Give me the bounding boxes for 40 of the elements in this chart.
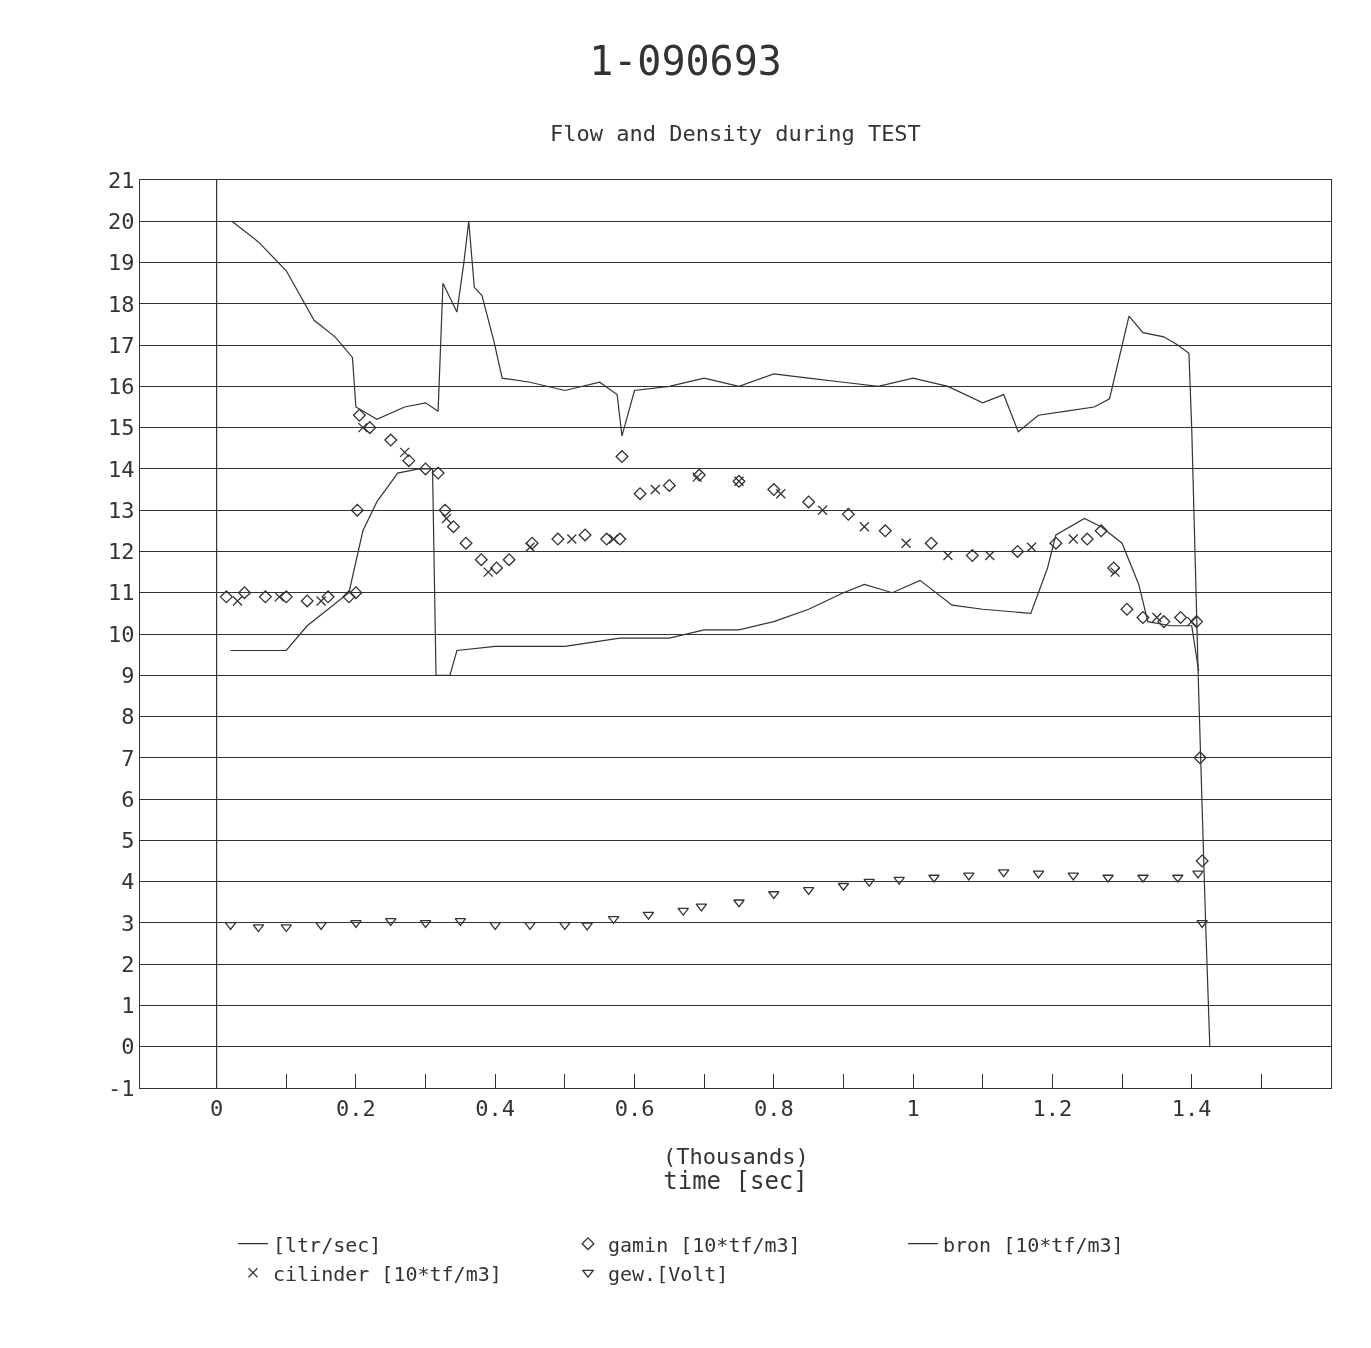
x-tick-label: 1.4 (1171, 1095, 1212, 1121)
y-tick-label: 11 (108, 580, 135, 606)
y-tick-label: 3 (121, 910, 135, 936)
y-tick-label: 6 (121, 786, 135, 812)
y-tick-label: 1 (121, 993, 135, 1019)
y-tick-label: -1 (108, 1075, 135, 1101)
legend-label: gamin [10*tf/m3] (608, 1232, 801, 1257)
chart-title: 1-090693 (589, 38, 782, 85)
x-tick-label: 0 (209, 1095, 224, 1121)
y-tick-label: 20 (108, 208, 135, 234)
y-tick-label: 17 (108, 332, 135, 358)
y-tick-label: 9 (121, 662, 135, 688)
y-tick-label: 19 (108, 250, 135, 276)
y-tick-label: 8 (121, 704, 135, 730)
x-tick-label: 1.2 (1032, 1095, 1073, 1121)
y-tick-label: 16 (108, 374, 135, 400)
text: (Thousands) (663, 1144, 809, 1169)
x-axis-title: time [sec] (663, 1166, 808, 1195)
y-tick-label: 4 (121, 869, 135, 895)
legend-label: [ltr/sec] (273, 1232, 382, 1257)
y-tick-label: 21 (108, 167, 135, 193)
x-tick-label: 0.6 (614, 1095, 655, 1121)
chart-subtitle: Flow and Density during TEST (550, 121, 921, 146)
y-tick-label: 12 (108, 539, 135, 565)
y-tick-label: 13 (108, 497, 135, 523)
y-tick-label: 14 (108, 456, 135, 482)
y-tick-label: 5 (121, 828, 135, 854)
legend-label: bron [10*tf/m3] (943, 1232, 1124, 1257)
x-tick-label: 1 (906, 1095, 920, 1121)
legend-label: gew.[Volt] (608, 1261, 729, 1286)
y-tick-label: 2 (121, 951, 135, 977)
y-tick-label: 0 (121, 1034, 135, 1060)
x-tick-label: 0.2 (336, 1095, 376, 1121)
y-tick-label: 7 (121, 745, 135, 771)
y-tick-label: 15 (108, 415, 135, 441)
y-tick-label: 10 (108, 621, 135, 647)
y-tick-label: 18 (108, 291, 135, 317)
x-tick-label: 0.8 (753, 1095, 794, 1121)
x-tick-label: 0.4 (475, 1095, 516, 1121)
legend-label: cilinder [10*tf/m3] (273, 1261, 502, 1286)
